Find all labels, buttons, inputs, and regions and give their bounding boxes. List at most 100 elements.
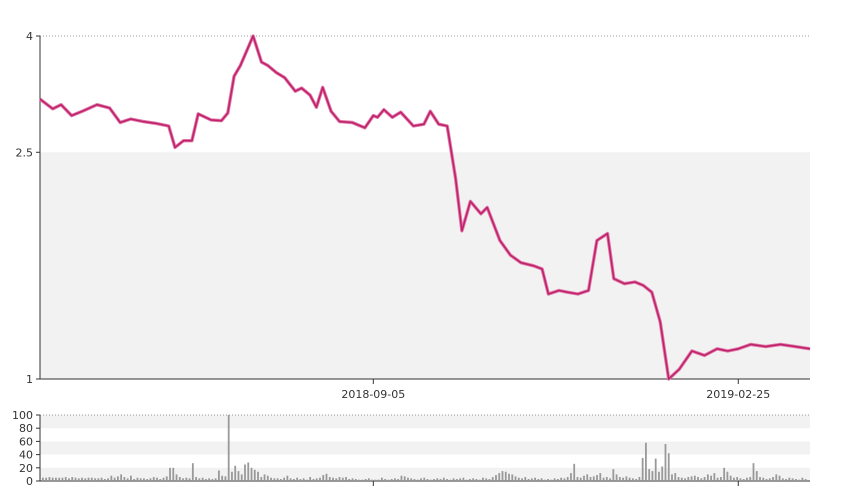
volume-bar: [367, 478, 370, 481]
volume-bar: [149, 478, 152, 481]
volume-bar: [296, 477, 299, 481]
volume-bar: [325, 473, 328, 481]
volume-bar: [583, 475, 585, 481]
volume-bar: [55, 477, 57, 481]
volume-bar: [667, 453, 670, 481]
volume-bar: [501, 471, 504, 481]
volume-bar: [348, 479, 351, 481]
volume-bar: [309, 477, 312, 481]
volume-bar: [455, 479, 458, 481]
volume-bar: [182, 478, 184, 481]
volume-bar: [208, 478, 211, 481]
volume-bar: [703, 477, 706, 481]
volume-bar: [697, 477, 699, 481]
volume-bar: [482, 477, 484, 481]
volume-bar: [48, 477, 51, 481]
volume-bar: [804, 479, 807, 481]
volume-bar: [279, 479, 282, 481]
volume-bar: [374, 479, 377, 481]
volume-bar: [302, 478, 305, 481]
volume-bar: [566, 477, 569, 481]
volume-bar: [214, 478, 217, 481]
volume-bar: [116, 476, 119, 481]
volume-bar: [781, 478, 784, 481]
price-y-tick-label: 4: [26, 30, 33, 43]
volume-bar: [442, 477, 445, 481]
volume-bar: [700, 478, 703, 481]
volume-bar: [488, 479, 491, 481]
volume-bar: [319, 477, 321, 481]
volume-bar: [436, 478, 439, 481]
volume-bar: [671, 474, 673, 481]
volume-bar: [439, 479, 442, 481]
volume-bar: [156, 477, 158, 481]
volume-bar: [165, 476, 168, 481]
volume-bar: [462, 477, 465, 481]
volume-bar: [638, 477, 641, 481]
volume-bar: [90, 477, 93, 481]
volume-bar: [563, 478, 566, 481]
price-y-tick-label: 1: [26, 373, 33, 386]
volume-bar: [211, 479, 214, 481]
volume-bar: [195, 477, 197, 481]
volume-bar: [752, 463, 755, 481]
volume-bar: [527, 479, 530, 481]
volume-bar: [768, 478, 771, 481]
volume-bar: [400, 475, 403, 481]
volume-bar: [553, 478, 556, 481]
volume-bar: [384, 479, 387, 481]
volume-bar: [635, 479, 638, 481]
volume-bar: [716, 477, 719, 481]
price-x-tick-label: 2019-02-25: [706, 388, 770, 401]
volume-bar: [641, 457, 644, 481]
volume-bar: [664, 444, 667, 481]
volume-bar: [612, 469, 615, 481]
volume-bar: [684, 478, 686, 481]
volume-bar: [146, 479, 149, 481]
volume-y-tick-label: 0: [26, 475, 33, 488]
volume-bar: [654, 458, 657, 481]
volume-bar: [332, 477, 334, 481]
volume-bar: [198, 478, 201, 481]
volume-bar: [759, 477, 761, 481]
volume-bar: [143, 478, 145, 481]
volume-bar: [224, 476, 227, 481]
volume-bar: [133, 479, 136, 481]
volume-bar: [433, 479, 435, 481]
volume-bar: [602, 477, 605, 481]
volume-bar: [188, 478, 191, 481]
volume-bar: [530, 478, 533, 481]
volume-bar: [361, 479, 364, 481]
volume-bar: [312, 479, 315, 481]
volume-bar: [775, 474, 778, 481]
volume-bar: [159, 479, 162, 481]
volume-bar: [322, 475, 325, 481]
volume-y-tick-label: 60: [19, 435, 33, 448]
volume-bar: [429, 479, 432, 481]
volume-bar: [270, 477, 272, 481]
volume-bar: [139, 478, 142, 481]
volume-bar: [84, 478, 87, 481]
volume-bar: [648, 469, 651, 481]
volume-bar: [723, 467, 726, 481]
volume-bar: [364, 479, 367, 481]
volume-bar: [592, 476, 595, 481]
volume-bar: [596, 475, 598, 481]
volume-bar: [586, 474, 589, 481]
volume-bar: [397, 479, 400, 481]
volume-bar: [801, 477, 804, 481]
volume-bar: [478, 479, 481, 481]
volume-bar: [589, 477, 592, 481]
volume-bar: [498, 473, 501, 481]
volume-bar: [152, 477, 155, 481]
volume-bar: [491, 477, 494, 481]
volume-bar: [407, 477, 409, 481]
volume-bar: [645, 442, 647, 481]
volume-bar: [204, 479, 207, 481]
volume-bar: [260, 477, 263, 481]
volume-bar: [306, 479, 308, 481]
volume-bar: [81, 477, 83, 481]
volume-bar: [276, 478, 279, 481]
volume-bar: [240, 474, 243, 481]
volume-bar: [351, 478, 354, 481]
